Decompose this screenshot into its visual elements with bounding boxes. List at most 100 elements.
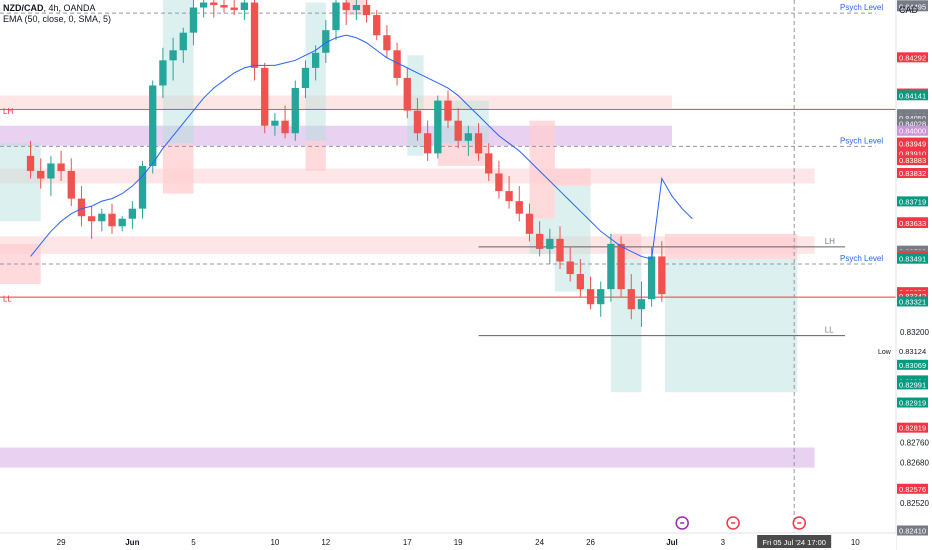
- price-label: 0.84141: [899, 91, 926, 100]
- candle-body: [586, 289, 595, 305]
- y-tick-label: 0.82680: [900, 459, 929, 468]
- candle-body: [230, 7, 238, 11]
- price-label-box: [897, 167, 928, 178]
- candle-body: [495, 173, 503, 192]
- price-label-box: [897, 422, 928, 433]
- candle-body: [87, 216, 96, 222]
- x-tick-label: 10: [270, 538, 279, 547]
- price-label: 0.84495: [899, 2, 926, 11]
- candle-body: [566, 261, 574, 275]
- candle-body: [240, 2, 249, 11]
- price-label-box: [897, 1, 928, 12]
- candle-body: [261, 67, 269, 126]
- price-label: 0.83949: [899, 140, 926, 149]
- price-label-box: [897, 345, 928, 356]
- candle-body: [413, 110, 422, 134]
- candle-body: [332, 2, 340, 31]
- candle-body: [546, 238, 554, 249]
- candle-body: [576, 274, 585, 290]
- price-label-box: [897, 483, 928, 494]
- candle-body: [454, 120, 462, 141]
- x-tick-label: 5: [191, 538, 196, 547]
- x-tick-label: 19: [454, 538, 463, 547]
- price-label-box: [897, 359, 928, 370]
- candle-body: [352, 5, 361, 11]
- candle-body: [118, 218, 126, 227]
- price-label-box: [897, 125, 928, 136]
- zone-box: [162, 0, 194, 144]
- x-tick-label: 17: [403, 538, 412, 547]
- y-tick-label: 0.82520: [900, 499, 929, 508]
- candle-body: [647, 256, 656, 300]
- zone-box: [664, 258, 798, 393]
- x-tick-label: Jun: [125, 538, 139, 547]
- price-label-box: [897, 118, 928, 129]
- chart-annotation: Psych Level: [840, 254, 883, 263]
- candle-body: [383, 35, 391, 51]
- candle-body: [434, 100, 442, 154]
- price-label-box: [897, 138, 928, 149]
- candle-body: [47, 163, 55, 179]
- candle-body: [637, 299, 646, 310]
- x-tick-label: 10: [851, 538, 860, 547]
- chart-legend: NZD/CAD, 4h, OANDA EMA (50, close, 0, SM…: [3, 3, 111, 25]
- candle-body: [556, 238, 564, 262]
- price-label: 0.82919: [899, 399, 926, 408]
- candle-body: [179, 32, 187, 51]
- price-label-box: [897, 291, 928, 302]
- price-label: 0.83910: [899, 149, 926, 158]
- zone-box: [0, 143, 41, 222]
- price-label-box: [897, 113, 928, 124]
- price-label: 0.82819: [899, 424, 926, 433]
- candle-body: [159, 60, 167, 86]
- zone-box: [0, 168, 815, 184]
- candle-body: [271, 120, 279, 126]
- candle-body: [515, 201, 523, 214]
- price-label: 0.83883: [899, 156, 926, 165]
- zone-box: [664, 233, 798, 259]
- low-label: Low: [878, 349, 892, 356]
- zone-box: [0, 95, 672, 109]
- price-label: 0.83069: [899, 361, 926, 370]
- candle-body: [423, 133, 432, 154]
- y-tick-label: 0.82760: [900, 438, 929, 447]
- candle-body: [505, 191, 513, 202]
- price-label: 0.82576: [899, 485, 926, 494]
- candle-body: [37, 170, 45, 179]
- price-label: 0.83633: [899, 219, 926, 228]
- price-label-box: [897, 253, 928, 264]
- candle-body: [57, 163, 65, 171]
- price-label: 0.82410: [899, 526, 926, 535]
- symbol-title[interactable]: NZD/CAD: [3, 3, 44, 13]
- candle-body: [403, 77, 411, 111]
- x-tick-label: 26: [586, 538, 595, 547]
- zone-box: [610, 258, 642, 393]
- candle-body: [281, 120, 289, 134]
- x-tick-label: 29: [57, 538, 66, 547]
- indicator-label[interactable]: EMA (50, close, 0, SMA, 5): [3, 14, 112, 24]
- chart-annotation: LH: [3, 107, 13, 116]
- price-label: 0.84000: [899, 127, 926, 136]
- x-tick-label: 24: [535, 538, 544, 547]
- candle-body: [138, 165, 147, 209]
- price-label-box: [897, 397, 928, 408]
- candle-body: [291, 87, 299, 134]
- candle-body: [67, 170, 75, 199]
- price-label-box: [897, 196, 928, 207]
- exchange-label: OANDA: [63, 3, 96, 13]
- lightning-event-icon: [675, 516, 689, 530]
- price-label-box: [897, 52, 928, 63]
- candle-body: [658, 256, 666, 295]
- price-label-box: [897, 90, 928, 101]
- candle-body: [444, 100, 452, 121]
- candle-body: [607, 243, 615, 290]
- price-label: 0.84028: [899, 120, 926, 129]
- chart-annotation: Psych Level: [840, 136, 883, 145]
- price-label: 0.83719: [899, 197, 926, 206]
- price-label: 0.83491: [899, 255, 926, 264]
- currency-label[interactable]: CAD: [898, 5, 918, 15]
- economic-event-icon: [726, 516, 740, 530]
- crosshair-time-box: [757, 535, 832, 548]
